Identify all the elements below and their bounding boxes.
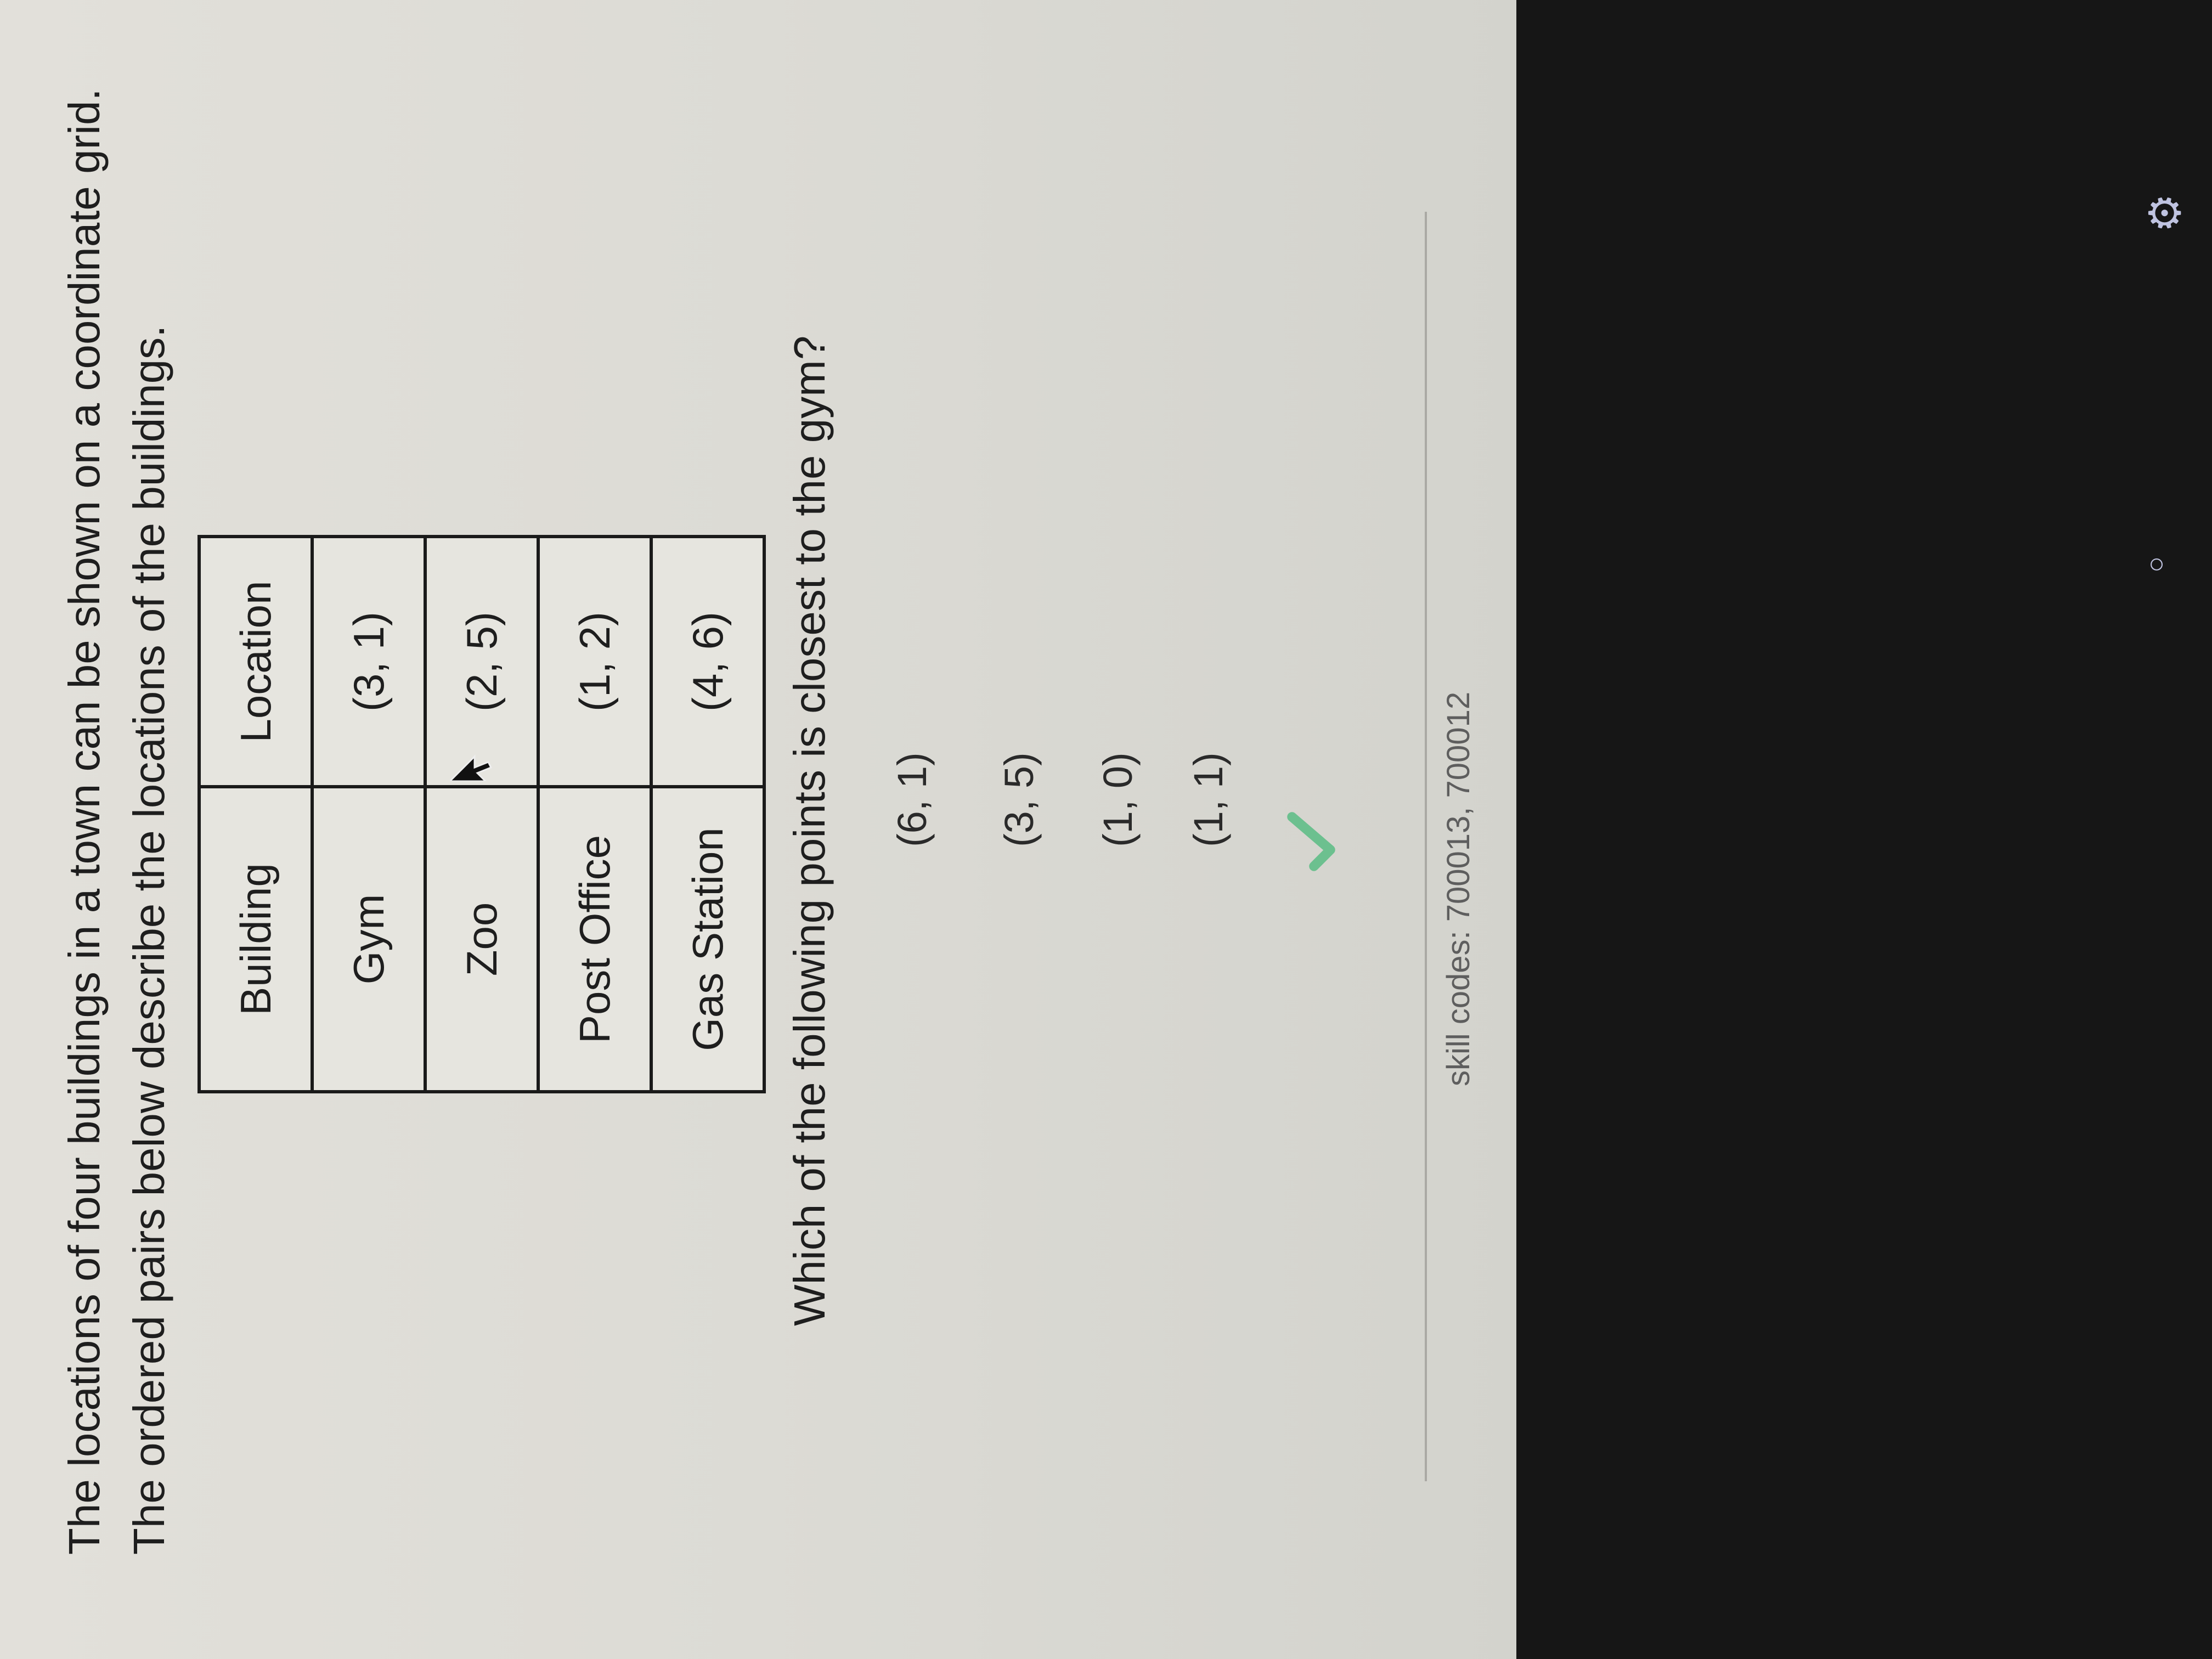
table-row: Gas Station (4, 6) [651, 537, 764, 1092]
building-cell: Gas Station [651, 787, 764, 1092]
mouse-cursor-icon [450, 754, 493, 781]
monitor-bezel [1516, 0, 2212, 1659]
answer-option[interactable]: (3, 5) [996, 752, 1042, 847]
question-page: The locations of four buildings in a tow… [0, 0, 1516, 1659]
building-cell: Gym [312, 787, 425, 1092]
table-row: Gym (3, 1) [312, 537, 425, 1092]
circle-icon[interactable]: ○ [2140, 556, 2171, 573]
location-cell: (1, 2) [538, 537, 651, 787]
gear-icon[interactable]: ⚙ [2141, 193, 2190, 233]
problem-intro: The locations of four buildings in a tow… [60, 88, 173, 1555]
table-header: Building Location [199, 537, 312, 1092]
check-icon[interactable] [1278, 809, 1344, 874]
divider [1425, 212, 1427, 1481]
answer-option[interactable]: (1, 1) [1186, 752, 1231, 847]
answer-option[interactable]: (6, 1) [889, 752, 935, 847]
header-building: Building [199, 787, 312, 1092]
answer-option[interactable]: (1, 0) [1095, 752, 1141, 847]
table-row: Post Office (1, 2) [538, 537, 651, 1092]
building-cell: Zoo [425, 787, 538, 1092]
question-text: Which of the following points is closest… [785, 335, 834, 1326]
skill-codes: skill codes: 700013, 700012 [1441, 691, 1476, 1086]
header-location: Location [199, 537, 312, 787]
buildings-table: Building Location Gym (3, 1) Zoo (2, 5) Po… [198, 535, 766, 1093]
table-row: Zoo (2, 5) [425, 537, 538, 1092]
building-cell: Post Office [538, 787, 651, 1092]
location-cell: (4, 6) [651, 537, 764, 787]
location-cell: (3, 1) [312, 537, 425, 787]
